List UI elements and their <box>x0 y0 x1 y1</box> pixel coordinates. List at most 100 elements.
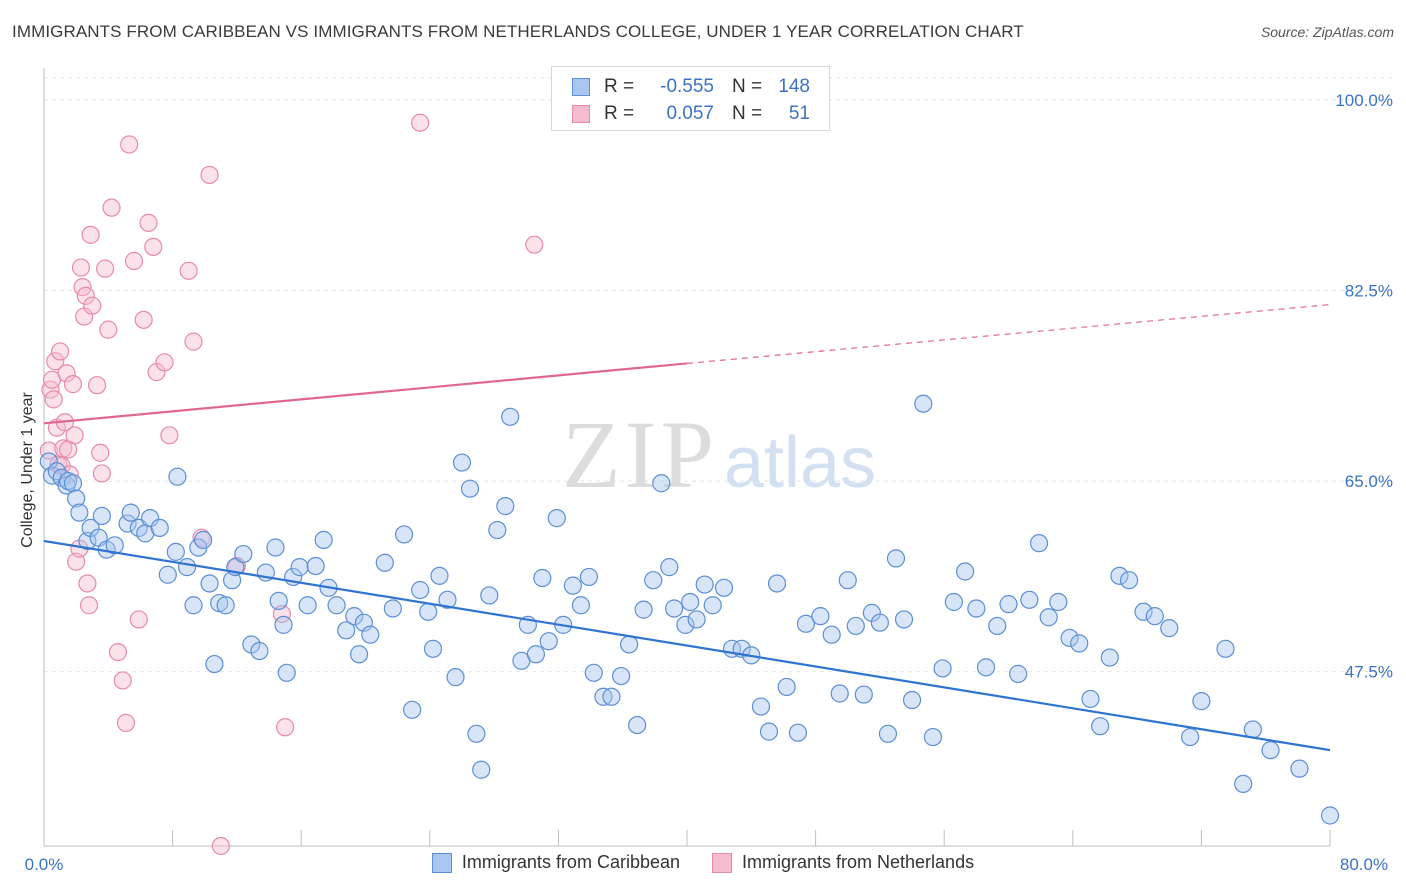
netherlands-point <box>116 713 136 733</box>
watermark: ZIP atlas <box>562 401 876 508</box>
caribbean-point <box>602 687 621 706</box>
caribbean-point <box>933 659 952 678</box>
caribbean-point <box>298 596 317 615</box>
legend-label-caribbean: Immigrants from Caribbean <box>461 852 680 872</box>
caribbean-point <box>914 394 933 413</box>
caribbean-point <box>1234 774 1253 794</box>
caribbean-point <box>184 596 203 615</box>
caribbean-point <box>168 467 187 486</box>
caribbean-point <box>695 575 714 594</box>
caribbean-point <box>150 518 169 538</box>
caribbean-point <box>383 599 402 618</box>
netherlands-point <box>95 259 115 278</box>
caribbean-point <box>846 616 865 636</box>
netherlands-point <box>525 235 544 254</box>
caribbean-point <box>967 599 986 618</box>
caribbean-points <box>39 394 1340 825</box>
caribbean-point <box>767 574 787 593</box>
caribbean-point <box>403 700 422 719</box>
netherlands-point <box>39 441 58 460</box>
chart-title: IMMIGRANTS FROM CARIBBEAN VS IMMIGRANTS … <box>12 22 1024 41</box>
netherlands-trend-extension <box>686 303 1331 365</box>
netherlands-point <box>57 364 76 383</box>
caribbean-point <box>488 520 507 540</box>
caribbean-point <box>1320 806 1340 825</box>
netherlands-point <box>160 426 179 445</box>
caribbean-point <box>216 596 235 615</box>
netherlands-point <box>65 426 84 445</box>
caribbean-point <box>681 592 700 612</box>
caribbean-point <box>446 668 465 687</box>
caribbean-point <box>375 553 394 572</box>
caribbean-point <box>327 596 346 615</box>
legend-item-netherlands[interactable]: Immigrants from Netherlands <box>712 852 974 873</box>
caribbean-point <box>611 666 631 686</box>
caribbean-point <box>1145 607 1164 626</box>
caribbean-point <box>438 590 457 609</box>
caribbean-point <box>1039 608 1058 627</box>
legend-swatch-netherlands <box>712 852 732 873</box>
caribbean-point <box>584 663 603 682</box>
caribbean-point <box>526 645 545 664</box>
netherlands-point <box>83 296 102 315</box>
caribbean-point <box>250 641 269 661</box>
caribbean-point <box>496 497 515 516</box>
caribbean-point <box>177 558 197 577</box>
caribbean-point <box>563 576 582 595</box>
y-tick-label: 82.5% <box>1345 281 1393 300</box>
netherlands-point <box>124 251 144 271</box>
caribbean-point <box>1181 727 1200 747</box>
caribbean-point <box>854 685 873 704</box>
caribbean-point <box>92 506 111 526</box>
netherlands-point <box>120 135 139 154</box>
y-tick-label: 47.5% <box>1345 663 1393 682</box>
caribbean-point <box>430 566 449 585</box>
caribbean-point <box>571 596 591 615</box>
caribbean-point <box>644 571 663 590</box>
series-legend: Immigrants from Caribbean Immigrants fro… <box>0 852 1406 873</box>
caribbean-point <box>158 565 177 584</box>
netherlands-point <box>211 836 230 856</box>
caribbean-point <box>1009 664 1028 683</box>
netherlands-point <box>81 225 100 244</box>
netherlands-point <box>71 258 91 277</box>
caribbean-point <box>70 503 89 522</box>
caribbean-point <box>620 635 639 654</box>
caribbean-point <box>423 639 443 658</box>
netherlands-point <box>200 165 219 185</box>
caribbean-point <box>337 621 356 640</box>
caribbean-point <box>894 610 914 629</box>
netherlands-point <box>87 376 107 395</box>
caribbean-point <box>314 530 333 549</box>
caribbean-point <box>976 658 996 677</box>
caribbean-point <box>660 558 679 577</box>
caribbean-point <box>1070 634 1089 653</box>
netherlands-point <box>99 320 118 339</box>
caribbean-point <box>751 697 771 716</box>
correlation-legend: R = -0.555 N = 148 R = 0.057 N = 51 <box>551 66 830 131</box>
netherlands-point <box>102 198 121 217</box>
netherlands-point <box>108 642 128 662</box>
chart-source: Source: ZipAtlas.com <box>1260 24 1394 40</box>
netherlands-point <box>79 596 99 615</box>
caribbean-point <box>1091 717 1110 736</box>
legend-n-label: N = <box>732 103 763 124</box>
caribbean-point <box>118 514 137 533</box>
caribbean-point <box>472 760 491 779</box>
caribbean-point <box>1100 648 1119 667</box>
y-tick-label: 65.0% <box>1345 472 1393 491</box>
caribbean-point <box>652 474 671 493</box>
legend-item-caribbean[interactable]: Immigrants from Caribbean <box>431 852 680 873</box>
caribbean-point <box>944 592 963 612</box>
caribbean-point <box>796 614 816 633</box>
legend-swatch-netherlands <box>572 105 590 123</box>
caribbean-point <box>533 568 552 588</box>
caribbean-point <box>1049 592 1068 612</box>
legend-n-label: N = <box>732 76 763 97</box>
watermark-atlas: atlas <box>724 423 876 503</box>
caribbean-point <box>788 723 808 742</box>
netherlands-point <box>144 237 163 256</box>
caribbean-point <box>955 562 975 581</box>
caribbean-point <box>306 556 325 576</box>
